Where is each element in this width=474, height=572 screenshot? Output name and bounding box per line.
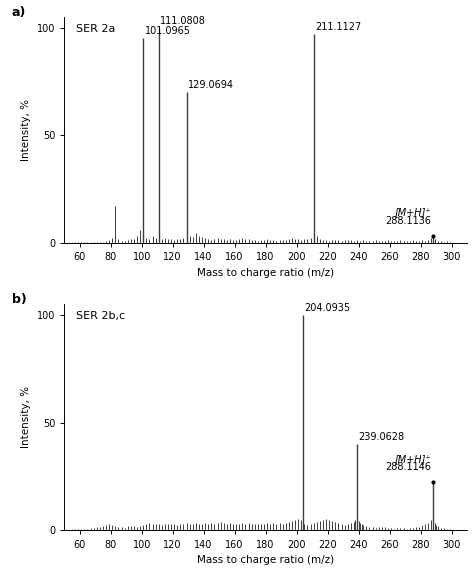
- Text: SER 2b,c: SER 2b,c: [76, 311, 126, 321]
- Y-axis label: Intensity, %: Intensity, %: [21, 387, 31, 448]
- Text: 288.1146: 288.1146: [385, 462, 431, 472]
- X-axis label: Mass to charge ratio (m/z): Mass to charge ratio (m/z): [197, 555, 334, 565]
- Text: 101.0965: 101.0965: [145, 26, 191, 37]
- X-axis label: Mass to charge ratio (m/z): Mass to charge ratio (m/z): [197, 268, 334, 277]
- Text: 239.0628: 239.0628: [359, 432, 405, 442]
- Text: [M+H]⁺: [M+H]⁺: [395, 207, 431, 217]
- Text: a): a): [12, 6, 26, 19]
- Text: SER 2a: SER 2a: [76, 24, 116, 34]
- Text: 129.0694: 129.0694: [188, 80, 234, 90]
- Text: b): b): [12, 293, 27, 306]
- Text: 211.1127: 211.1127: [315, 22, 362, 32]
- Text: 111.0808: 111.0808: [160, 15, 206, 26]
- Y-axis label: Intensity, %: Intensity, %: [21, 99, 31, 161]
- Text: 288.1136: 288.1136: [385, 216, 431, 226]
- Text: 204.0935: 204.0935: [304, 303, 351, 313]
- Text: [M+H]⁺: [M+H]⁺: [395, 454, 431, 464]
